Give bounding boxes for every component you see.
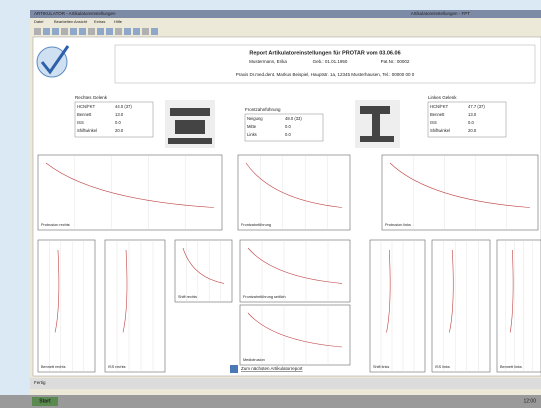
menu-item[interactable]: Extras [94,19,105,24]
taskbar [0,395,541,408]
panel-label: Shiftwinkel [77,128,97,133]
toolbar-button[interactable] [52,28,59,35]
panel-value: 0.0 [285,124,291,129]
start-label: Start [39,398,51,404]
toolbar-button[interactable] [79,28,86,35]
panel-label: HCN/FKT [77,104,96,109]
chart-frame [38,240,95,372]
chart-caption: Bennett rechts [41,365,66,369]
chart-caption: Protrusion links [385,223,411,227]
screen: ARTIKULATOR - Artikulatoreinstellungen Ar… [0,0,541,408]
chart-caption: Bennett links [500,365,522,369]
panel-value: 0.0 [115,120,121,125]
panel-label: ISS [77,120,84,125]
panel-value: 20.0 [115,128,124,133]
chart-caption: Shift rechts [178,295,197,299]
toolbar-button[interactable] [124,28,131,35]
status-bar [30,378,541,389]
link[interactable]: Zum nächsten Artikulatorreport [241,366,303,371]
menu-item[interactable]: Datei [34,19,43,24]
toolbar-button[interactable] [88,28,95,35]
page: {"window": {"title": "ARTIKULATOR - Arti… [0,0,541,408]
report-title: Report Artikulatoreinstellungen für PROT… [249,50,400,56]
patient-number: Pat.Nr.: 00002 [381,59,410,64]
body: ARTIKULATOR - Artikulatoreinstellungen Ar… [0,0,541,408]
panel-label: HCN/FKT [430,104,449,109]
link-icon [230,365,238,373]
chart-caption: Mediotrusion [243,358,265,362]
panel-title: Linkes Gelenk [428,95,457,100]
toolbar-button[interactable] [115,28,122,35]
chart-frame [382,155,538,230]
chart-caption: Frontzahnführung seitlich [243,295,286,299]
chart-frame [105,240,165,372]
panel-label: Mitte [247,124,257,129]
patient-name: Mustermann, Erika [249,59,287,64]
chart-caption: Frontzahnführung [241,223,271,227]
panel-label: Bennett [77,112,92,117]
chart-frame [432,240,490,372]
panel-title: Frontzahnführung [245,107,281,112]
toolbar-button[interactable] [43,28,50,35]
menu-item[interactable]: Bearbeiten [54,19,73,24]
panel-title: Rechtes Gelenk [75,95,108,100]
chart-frame [370,240,425,372]
toolbar-button[interactable] [133,28,140,35]
toolbar-button[interactable] [151,28,158,35]
menu-item[interactable]: Ansicht [74,19,88,24]
window-title: ARTIKULATOR - Artikulatoreinstellungen [34,11,116,16]
chart-frame [240,240,350,302]
window-title-right: Artikulatoreinstellungen - FPT [411,11,471,16]
toolbar-button[interactable] [34,28,41,35]
panel-value: 0.0 [285,132,291,137]
panel-label: Shiftwinkel [430,128,450,133]
panel-label: ISS [430,120,437,125]
toolbar-button[interactable] [106,28,113,35]
panel-value: 44.0 (37) [115,104,132,109]
practice: Praxis Dr.med.dent. Markus Beispiel, Hau… [236,72,415,77]
chart-frame [240,305,350,365]
chart-frame [38,155,222,230]
chart-caption: Protrusion rechts [41,223,70,227]
panel-label: Neigung [247,116,263,121]
chart-caption: ISS rechts [108,365,126,369]
panel-value: 0.0 [468,120,474,125]
panel-value: 13.0 [468,112,477,117]
panel-value: 13.0 [115,112,124,117]
panel-label: Bennett [430,112,445,117]
chart-frame [238,155,350,230]
panel-label: Links [247,132,257,137]
toolbar-button[interactable] [97,28,104,35]
clock: 12:00 [523,398,536,404]
menu-item[interactable]: Hilfe [114,19,123,24]
chart-caption: Shift links [373,365,389,369]
patient-birth: Geb.: 01.01.1950 [313,59,348,64]
panel-value: 48.0 (33) [285,116,302,121]
chart-frame [497,240,541,372]
toolbar-button[interactable] [61,28,68,35]
panel-value: 47.7 (37) [468,104,485,109]
chart-caption: ISS links [435,365,450,369]
toolbar-button[interactable] [142,28,149,35]
panel-value: 20.0 [468,128,477,133]
toolbar-button[interactable] [70,28,77,35]
status-text: Fertig [34,380,46,385]
